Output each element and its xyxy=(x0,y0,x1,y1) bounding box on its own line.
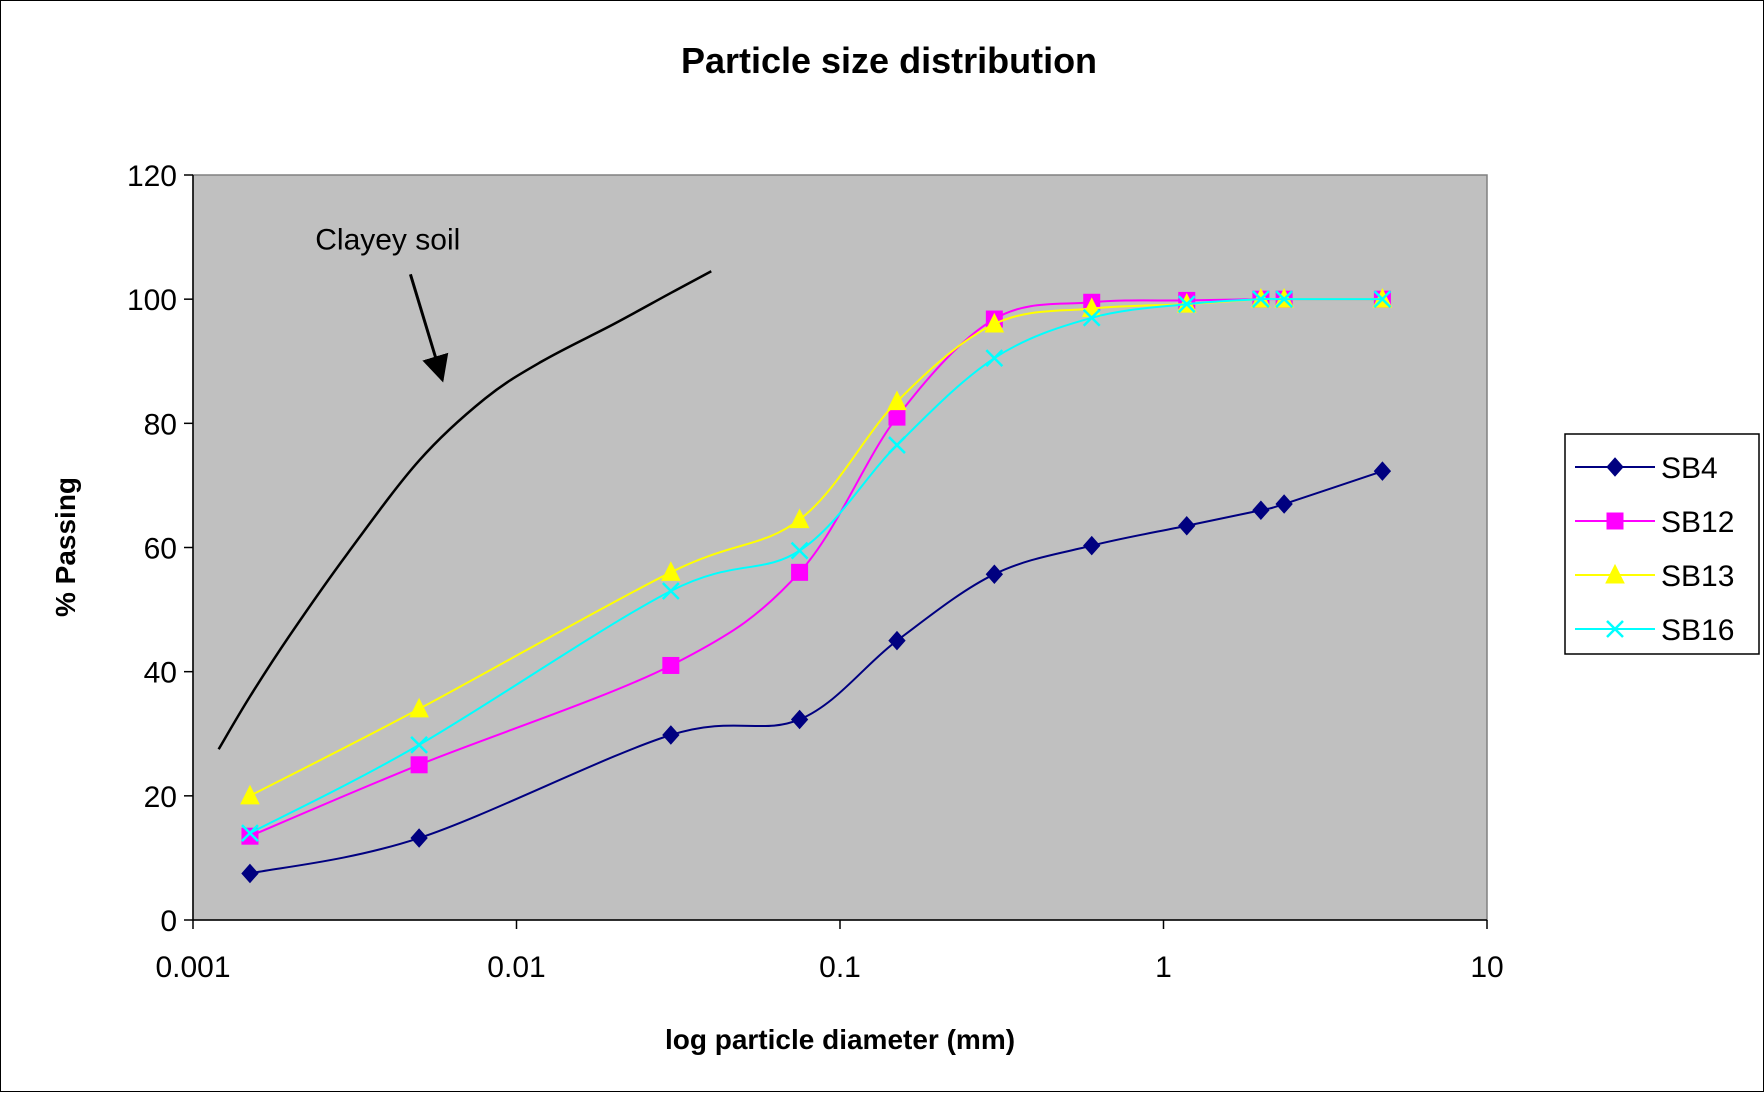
data-point-sb13 xyxy=(984,312,1005,333)
data-point-sb16 xyxy=(1373,290,1392,309)
axis-layer: 0 20 40 60 80 100 120 0.001 0.01 0.1 1 10 xyxy=(127,160,1504,984)
legend-marker-sb4 xyxy=(1606,457,1624,477)
legend-label-sb12: SB12 xyxy=(1661,506,1734,539)
data-point-sb12 xyxy=(410,756,428,774)
y-tick-label: 120 xyxy=(127,160,177,193)
legend xyxy=(1564,433,1760,655)
data-point-sb13 xyxy=(887,390,907,411)
series-sb16 xyxy=(241,290,1392,842)
data-point-sb12 xyxy=(241,827,259,845)
data-point-sb13 xyxy=(240,784,260,805)
x-axis-title: log particle diameter (mm) xyxy=(665,1024,1015,1055)
chart-title: Particle size distribution xyxy=(681,40,1097,81)
y-tick-label: 40 xyxy=(144,657,177,690)
legend-entries: SB4 SB12 SB13 SB16 xyxy=(1575,452,1734,647)
data-point-sb4 xyxy=(1178,516,1196,536)
data-point-sb13 xyxy=(409,697,429,718)
y-axis-title: % Passing xyxy=(50,477,81,617)
data-point-sb16 xyxy=(1275,290,1294,309)
data-point-sb16 xyxy=(790,541,809,560)
legend-entry-sb4: SB4 xyxy=(1575,452,1718,485)
x-tick-label: 0.1 xyxy=(819,951,861,984)
data-point-sb13 xyxy=(661,561,681,581)
annotation-clayey-soil: Clayey soil xyxy=(315,224,460,257)
legend-label-sb13: SB13 xyxy=(1661,560,1734,593)
data-point-sb4 xyxy=(1083,535,1101,556)
x-tick-label: 1 xyxy=(1155,951,1172,984)
data-point-sb16 xyxy=(985,349,1004,368)
data-point-sb4 xyxy=(985,564,1004,584)
data-point-sb12 xyxy=(791,563,809,581)
y-tick-label: 0 xyxy=(160,905,177,938)
clayey-soil-curve xyxy=(217,270,712,750)
data-point-sb4 xyxy=(790,709,809,730)
legend-marker-sb16 xyxy=(1606,620,1624,638)
data-point-sb4 xyxy=(1275,494,1293,514)
data-point-sb4 xyxy=(241,863,259,884)
data-point-sb13 xyxy=(789,508,810,529)
data-point-sb16 xyxy=(888,436,906,454)
legend-entry-sb13: SB13 xyxy=(1575,560,1734,593)
data-point-sb4 xyxy=(1252,500,1270,521)
legend-entry-sb12: SB12 xyxy=(1575,506,1734,539)
x-tick-label: 0.01 xyxy=(487,951,545,984)
x-tick-label: 0.001 xyxy=(155,951,230,984)
y-tick-label: 20 xyxy=(144,781,177,814)
data-point-sb4 xyxy=(410,828,428,848)
data-point-sb16 xyxy=(1082,308,1101,327)
series-layer xyxy=(240,288,1393,884)
plot-area xyxy=(192,174,1488,921)
data-point-sb16 xyxy=(241,824,259,842)
legend-entry-sb16: SB16 xyxy=(1575,614,1734,647)
data-point-sb12 xyxy=(662,656,680,674)
legend-marker-sb13 xyxy=(1605,563,1625,584)
legend-label-sb16: SB16 xyxy=(1661,614,1734,647)
y-tick-label: 80 xyxy=(144,408,177,441)
data-point-sb4 xyxy=(1373,461,1392,481)
data-point-sb12 xyxy=(888,408,906,426)
data-point-sb4 xyxy=(888,630,906,651)
y-tick-label: 100 xyxy=(127,284,177,317)
data-point-sb16 xyxy=(661,582,680,600)
reference-curve-layer xyxy=(217,270,712,750)
x-tick-label: 10 xyxy=(1470,951,1503,984)
data-point-sb4 xyxy=(662,725,680,745)
legend-marker-sb12 xyxy=(1606,512,1624,530)
legend-label-sb4: SB4 xyxy=(1661,452,1718,485)
data-point-sb16 xyxy=(410,736,429,754)
data-point-sb16 xyxy=(1251,290,1270,309)
data-point-sb16 xyxy=(1177,295,1196,314)
annotation-arrow xyxy=(408,273,449,383)
series-sb4 xyxy=(241,461,1392,884)
y-tick-label: 60 xyxy=(144,533,177,566)
